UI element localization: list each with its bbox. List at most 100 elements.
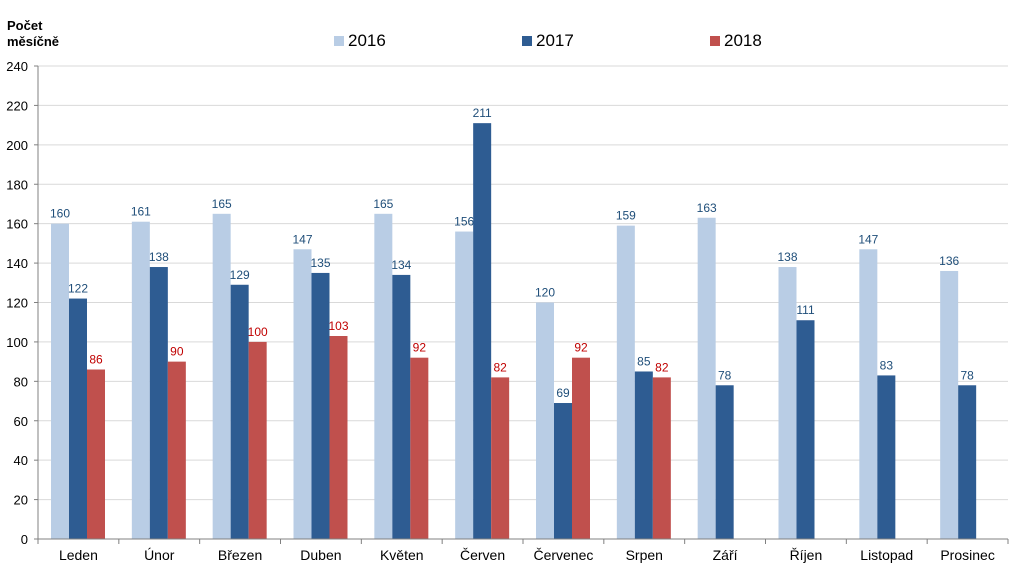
data-label-2016-Listopad: 147 (858, 232, 878, 246)
bar-2016-Duben (293, 249, 312, 539)
bar-2017-Říjen (796, 320, 815, 539)
x-tick-label: Listopad (860, 547, 913, 563)
x-tick-label: Říjen (790, 547, 823, 563)
bar-2017-Listopad (877, 375, 896, 539)
data-label-2016-Říjen: 138 (777, 250, 797, 264)
bar-2016-Leden (51, 223, 69, 539)
data-label-2018-Červen: 82 (493, 360, 507, 374)
legend-item-2017: 2017 (522, 30, 574, 52)
bar-2018-Květen (410, 357, 429, 539)
data-label-2017-Leden: 122 (68, 282, 88, 296)
data-label-2017-Květen: 134 (391, 258, 411, 272)
bar-2017-Březen (230, 284, 249, 539)
x-tick-label: Prosinec (940, 547, 994, 563)
bar-2017-Září (715, 385, 734, 539)
x-tick-label: Březen (218, 547, 262, 563)
bar-2018-Únor (167, 361, 186, 539)
y-tick-label: 220 (6, 98, 28, 113)
y-tick-label: 200 (6, 138, 28, 153)
x-tick-label: Září (713, 547, 738, 563)
y-tick-label: 180 (6, 177, 28, 192)
data-label-2017-Srpen: 85 (637, 354, 651, 368)
bar-2018-Červenec (572, 357, 590, 539)
bar-2016-Říjen (778, 267, 797, 539)
x-tick-label: Červenec (533, 547, 593, 563)
data-label-2018-Červenec: 92 (574, 341, 588, 355)
bar-2018-Srpen (652, 377, 671, 539)
x-tick-label: Květen (380, 547, 424, 563)
y-tick-label: 140 (6, 256, 28, 271)
data-label-2017-Listopad: 83 (880, 358, 894, 372)
bar-2017-Červen (473, 123, 492, 539)
y-tick-label: 240 (6, 59, 28, 74)
x-tick-label: Duben (300, 547, 341, 563)
y-tick-label: 80 (14, 374, 28, 389)
data-label-2016-Září: 163 (697, 201, 717, 215)
data-label-2018-Srpen: 82 (655, 360, 669, 374)
bar-2016-Květen (374, 213, 393, 539)
y-axis-label: Počet měsíčně (7, 18, 60, 49)
data-label-2017-Červenec: 69 (556, 386, 570, 400)
data-label-2018-Leden: 86 (89, 353, 103, 367)
y-tick-label: 100 (6, 335, 28, 350)
data-label-2017-Prosinec: 78 (960, 368, 974, 382)
data-label-2017-Září: 78 (718, 368, 732, 382)
bar-2017-Leden (69, 298, 87, 539)
y-tick-label: 40 (14, 453, 28, 468)
bar-2018-Červen (491, 377, 510, 539)
data-label-2018-Květen: 92 (413, 341, 427, 355)
legend-label-2017: 2017 (536, 31, 574, 50)
data-label-2018-Únor: 90 (170, 345, 184, 359)
bar-2017-Červenec (554, 403, 572, 539)
legend-label-2018: 2018 (724, 31, 762, 50)
y-tick-label: 60 (14, 414, 28, 429)
x-tick-label: Srpen (626, 547, 663, 563)
legend-swatch-2018 (710, 36, 720, 46)
data-label-2016-Srpen: 159 (616, 209, 636, 223)
bar-2016-Březen (212, 213, 231, 539)
bar-2018-Duben (329, 336, 348, 539)
bar-2016-Únor (131, 221, 150, 539)
data-label-2016-Červenec: 120 (535, 286, 555, 300)
x-tick-label: Červen (460, 547, 505, 563)
legend-label-2016: 2016 (348, 31, 386, 50)
data-label-2018-Březen: 100 (248, 325, 268, 339)
bar-2017-Únor (149, 267, 168, 539)
data-label-2016-Prosinec: 136 (939, 254, 959, 268)
legend-item-2016: 2016 (334, 30, 386, 52)
data-label-2016-Červen: 156 (454, 215, 474, 229)
data-label-2016-Březen: 165 (212, 197, 232, 211)
x-tick-label: Únor (144, 547, 175, 563)
x-tick-label: Leden (59, 547, 98, 563)
bar-2018-Březen (248, 341, 267, 539)
bar-2016-Červenec (536, 302, 554, 539)
y-tick-label: 120 (6, 296, 28, 311)
bar-2017-Srpen (634, 371, 653, 539)
bar-2018-Leden (87, 369, 105, 539)
data-label-2016-Duben: 147 (292, 232, 312, 246)
bar-2016-Listopad (859, 249, 878, 539)
y-tick-label: 160 (6, 217, 28, 232)
data-label-2017-Červen: 211 (473, 106, 492, 120)
bar-2016-Září (697, 217, 716, 540)
data-label-2017-Březen: 129 (230, 268, 250, 282)
bar-2017-Prosinec (958, 385, 977, 539)
bar-2016-Prosinec (940, 270, 959, 539)
data-label-2016-Květen: 165 (373, 197, 393, 211)
legend-swatch-2017 (522, 36, 532, 46)
data-label-2016-Únor: 161 (131, 205, 151, 219)
data-label-2017-Duben: 135 (310, 256, 330, 270)
bar-2016-Srpen (616, 225, 635, 539)
legend-item-2018: 2018 (710, 30, 762, 52)
bar-2017-Květen (392, 274, 411, 539)
y-tick-label: 20 (14, 493, 28, 508)
y-tick-label: 0 (21, 532, 28, 547)
bar-2016-Červen (455, 231, 474, 540)
legend-swatch-2016 (334, 36, 344, 46)
data-label-2017-Říjen: 111 (796, 303, 815, 317)
data-label-2017-Únor: 138 (149, 250, 169, 264)
data-label-2016-Leden: 160 (50, 207, 70, 221)
data-label-2018-Duben: 103 (328, 319, 348, 333)
bar-2017-Duben (311, 272, 330, 539)
